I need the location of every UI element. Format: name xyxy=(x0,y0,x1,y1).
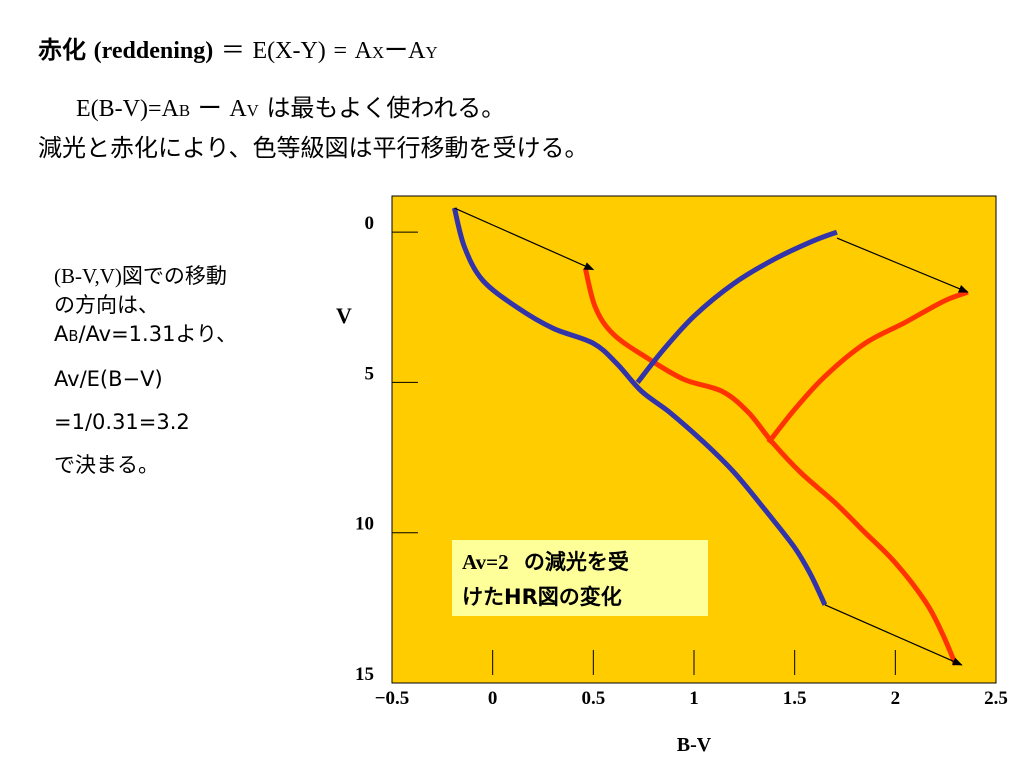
equals-sign-2: = xyxy=(333,38,347,64)
curves xyxy=(451,207,969,666)
x-tick-label: 1 xyxy=(689,688,699,709)
side-line-5: =1/0.31=3.2 xyxy=(54,410,190,434)
y-tick-label: 15 xyxy=(355,664,374,685)
side-line-1: (B-V,V)図での移動 xyxy=(54,264,227,288)
usage-note: は最もよく使われる。 xyxy=(266,94,506,122)
x-tick-label: 0 xyxy=(488,688,498,709)
minus-sign-2: ー xyxy=(197,94,222,122)
reddening-arrows xyxy=(454,207,969,666)
extinction-label-box: Av=2 の減光を受 けたHR図の変化 xyxy=(452,540,708,616)
reddening-definition: 赤化 (reddening) ＝ E(X-Y) = AXーAY xyxy=(38,30,438,65)
side-line-4: Av/E(B−V) xyxy=(54,367,163,391)
y-tick-label: 5 xyxy=(365,363,375,384)
color-excess-general: E(X-Y) xyxy=(252,38,326,64)
x-tick-label: 2.5 xyxy=(984,688,1008,709)
y-axis-label: V xyxy=(336,303,352,328)
original-giant-branch xyxy=(635,229,838,384)
color-excess-bv: E(B-V)=AB ー AV は最もよく使われる。 xyxy=(76,88,505,123)
minus-sign: ー xyxy=(384,36,409,64)
extinction-v: AV xyxy=(229,96,259,122)
reddened-giant-branch xyxy=(766,289,969,445)
y-tick-label: 0 xyxy=(365,213,375,234)
direction-explanation: (B-V,V)図での移動 の方向は、 AB/Av=1.31より、 Av/E(B−… xyxy=(54,262,237,480)
shift-arrow xyxy=(454,207,595,271)
side-line-3: AB/Av=1.31より、 xyxy=(54,322,238,346)
reddened-main-sequence xyxy=(582,267,959,666)
y-tick-label: 10 xyxy=(355,514,374,535)
label-box-bg xyxy=(452,540,708,616)
x-tick-label: 1.5 xyxy=(783,688,807,709)
reddening-label-en: (reddening) xyxy=(93,38,214,64)
extinction-y: AY xyxy=(408,38,438,64)
x-tick-label: −0.5 xyxy=(375,688,410,709)
side-line-6: で決まる。 xyxy=(54,453,159,477)
extinction-x: AX xyxy=(354,38,385,64)
label-line-2: けたHR図の変化 xyxy=(462,585,622,609)
axis-ticks: −0.5 0 0.5 1 1.5 2 2.5 0 5 10 15 xyxy=(355,213,1008,709)
label-line-1: Av=2 の減光を受 xyxy=(462,550,629,574)
x-axis-label: B-V xyxy=(677,734,712,756)
reddening-label-jp: 赤化 xyxy=(38,36,86,64)
x-tick-label: 2 xyxy=(891,688,901,709)
shift-arrow xyxy=(824,604,963,666)
ebv-formula: E(B-V)=AB xyxy=(76,96,191,122)
side-line-2: の方向は、 xyxy=(54,293,159,317)
equals-sign: ＝ xyxy=(220,36,245,64)
original-main-sequence xyxy=(451,207,828,606)
x-tick-label: 0.5 xyxy=(581,688,605,709)
axis-labels: V B-V xyxy=(336,303,712,756)
shift-arrow xyxy=(836,237,969,293)
shift-note: 減光と赤化により、色等級図は平行移動を受ける。 xyxy=(38,134,589,162)
